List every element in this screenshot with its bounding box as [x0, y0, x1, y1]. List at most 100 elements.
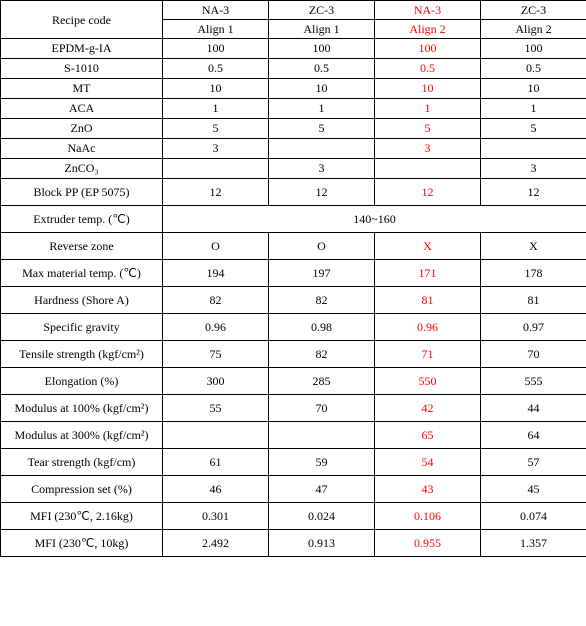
- tall-row-3-label: Specific gravity: [1, 314, 163, 341]
- short-row-6-label: ZnCO₃: [1, 159, 163, 179]
- short-row-3-c2: 1: [375, 99, 481, 119]
- tall-row-10-c0: 0.301: [163, 503, 269, 530]
- short-row-1-label: S-1010: [1, 59, 163, 79]
- tall-row-5-label: Elongation (%): [1, 368, 163, 395]
- col-header-bot-0: Align 1: [163, 20, 269, 39]
- header-label: Recipe code: [1, 1, 163, 39]
- short-row-0-label: EPDM-g-IA: [1, 39, 163, 59]
- tall-row-5: Elongation (%)300285550555: [1, 368, 586, 395]
- short-row-0: EPDM-g-IA100100100100: [1, 39, 586, 59]
- short-row-3-label: ACA: [1, 99, 163, 119]
- tall-row-0-c2: X: [375, 233, 481, 260]
- tall-row-8-c0: 61: [163, 449, 269, 476]
- short-row-0-c3: 100: [481, 39, 586, 59]
- tall-row-3-c3: 0.97: [481, 314, 586, 341]
- col-header-bot-1: Align 1: [269, 20, 375, 39]
- tall-row-11-c0: 2.492: [163, 530, 269, 557]
- tall-row-3-c1: 0.98: [269, 314, 375, 341]
- tall-row-5-c1: 285: [269, 368, 375, 395]
- tall-row-3-c2: 0.96: [375, 314, 481, 341]
- col-header-bot-3: Align 2: [481, 20, 586, 39]
- tall-row-11: MFI (230℃, 10kg)2.4920.9130.9551.357: [1, 530, 586, 557]
- short-row-6-c0: [163, 159, 269, 179]
- short-row-3-c1: 1: [269, 99, 375, 119]
- short-row-4: ZnO5555: [1, 119, 586, 139]
- short-row-2-c2: 10: [375, 79, 481, 99]
- tall-row-7: Modulus at 300% (kgf/cm²) 6564: [1, 422, 586, 449]
- tall-row-2-c2: 81: [375, 287, 481, 314]
- tall-row-1-label: Max material temp. (℃): [1, 260, 163, 287]
- tall-row-11-c3: 1.357: [481, 530, 586, 557]
- short-row-2-c3: 10: [481, 79, 586, 99]
- tall-row-4-c0: 75: [163, 341, 269, 368]
- tall-row-6-c1: 70: [269, 395, 375, 422]
- block-pp-row-c3: 12: [481, 179, 586, 206]
- block-pp-row-c1: 12: [269, 179, 375, 206]
- tall-row-9-c3: 45: [481, 476, 586, 503]
- tall-row-7-c3: 64: [481, 422, 586, 449]
- short-row-2-c0: 10: [163, 79, 269, 99]
- tall-row-11-c2: 0.955: [375, 530, 481, 557]
- tall-row-1-c0: 194: [163, 260, 269, 287]
- short-row-5-c2: 3: [375, 139, 481, 159]
- tall-row-9-c0: 46: [163, 476, 269, 503]
- tall-row-7-label: Modulus at 300% (kgf/cm²): [1, 422, 163, 449]
- tall-row-2-c0: 82: [163, 287, 269, 314]
- short-row-1-c0: 0.5: [163, 59, 269, 79]
- tall-row-8-label: Tear strength (kgf/cm): [1, 449, 163, 476]
- tall-row-8-c1: 59: [269, 449, 375, 476]
- short-row-5-c3: [481, 139, 586, 159]
- tall-row-4-label: Tensile strength (kgf/cm²): [1, 341, 163, 368]
- tall-row-1-c2: 171: [375, 260, 481, 287]
- short-row-4-c2: 5: [375, 119, 481, 139]
- tall-row-7-c2: 65: [375, 422, 481, 449]
- tall-row-0-c1: O: [269, 233, 375, 260]
- tall-row-0-c3: X: [481, 233, 586, 260]
- short-row-4-label: ZnO: [1, 119, 163, 139]
- tall-row-8-c2: 54: [375, 449, 481, 476]
- short-row-5: NaAc33: [1, 139, 586, 159]
- tall-row-7-c0: [163, 422, 269, 449]
- tall-row-2-c1: 82: [269, 287, 375, 314]
- short-row-6: ZnCO₃33: [1, 159, 586, 179]
- tall-row-5-c3: 555: [481, 368, 586, 395]
- tall-row-1-c1: 197: [269, 260, 375, 287]
- tall-row-10: MFI (230℃, 2.16kg)0.3010.0240.1060.074: [1, 503, 586, 530]
- short-row-1-c1: 0.5: [269, 59, 375, 79]
- tall-row-6-c3: 44: [481, 395, 586, 422]
- short-row-2-c1: 10: [269, 79, 375, 99]
- tall-row-6: Modulus at 100% (kgf/cm²)55704244: [1, 395, 586, 422]
- tall-row-7-c1: [269, 422, 375, 449]
- tall-row-8: Tear strength (kgf/cm)61595457: [1, 449, 586, 476]
- extruder-row-label: Extruder temp. (℃): [1, 206, 163, 233]
- short-row-0-c1: 100: [269, 39, 375, 59]
- short-row-1: S-10100.50.50.50.5: [1, 59, 586, 79]
- block-pp-row: Block PP (EP 5075)12121212: [1, 179, 586, 206]
- extruder-row-value: 140~160: [163, 206, 586, 233]
- short-row-3: ACA1111: [1, 99, 586, 119]
- tall-row-8-c3: 57: [481, 449, 586, 476]
- tall-row-5-c2: 550: [375, 368, 481, 395]
- tall-row-1-c3: 178: [481, 260, 586, 287]
- short-row-1-c2: 0.5: [375, 59, 481, 79]
- short-row-6-c1: 3: [269, 159, 375, 179]
- tall-row-6-c0: 55: [163, 395, 269, 422]
- col-header-top-3: ZC-3: [481, 1, 586, 20]
- tall-row-11-label: MFI (230℃, 10kg): [1, 530, 163, 557]
- tall-row-3-c0: 0.96: [163, 314, 269, 341]
- short-row-4-c1: 5: [269, 119, 375, 139]
- tall-row-3: Specific gravity0.960.980.960.97: [1, 314, 586, 341]
- tall-row-2-c3: 81: [481, 287, 586, 314]
- tall-row-10-c2: 0.106: [375, 503, 481, 530]
- short-row-4-c0: 5: [163, 119, 269, 139]
- short-row-2-label: MT: [1, 79, 163, 99]
- block-pp-row-label: Block PP (EP 5075): [1, 179, 163, 206]
- tall-row-9: Compression set (%)46474345: [1, 476, 586, 503]
- short-row-5-label: NaAc: [1, 139, 163, 159]
- tall-row-1: Max material temp. (℃)194197171178: [1, 260, 586, 287]
- tall-row-4-c2: 71: [375, 341, 481, 368]
- short-row-0-c0: 100: [163, 39, 269, 59]
- tall-row-5-c0: 300: [163, 368, 269, 395]
- short-row-5-c0: 3: [163, 139, 269, 159]
- tall-row-11-c1: 0.913: [269, 530, 375, 557]
